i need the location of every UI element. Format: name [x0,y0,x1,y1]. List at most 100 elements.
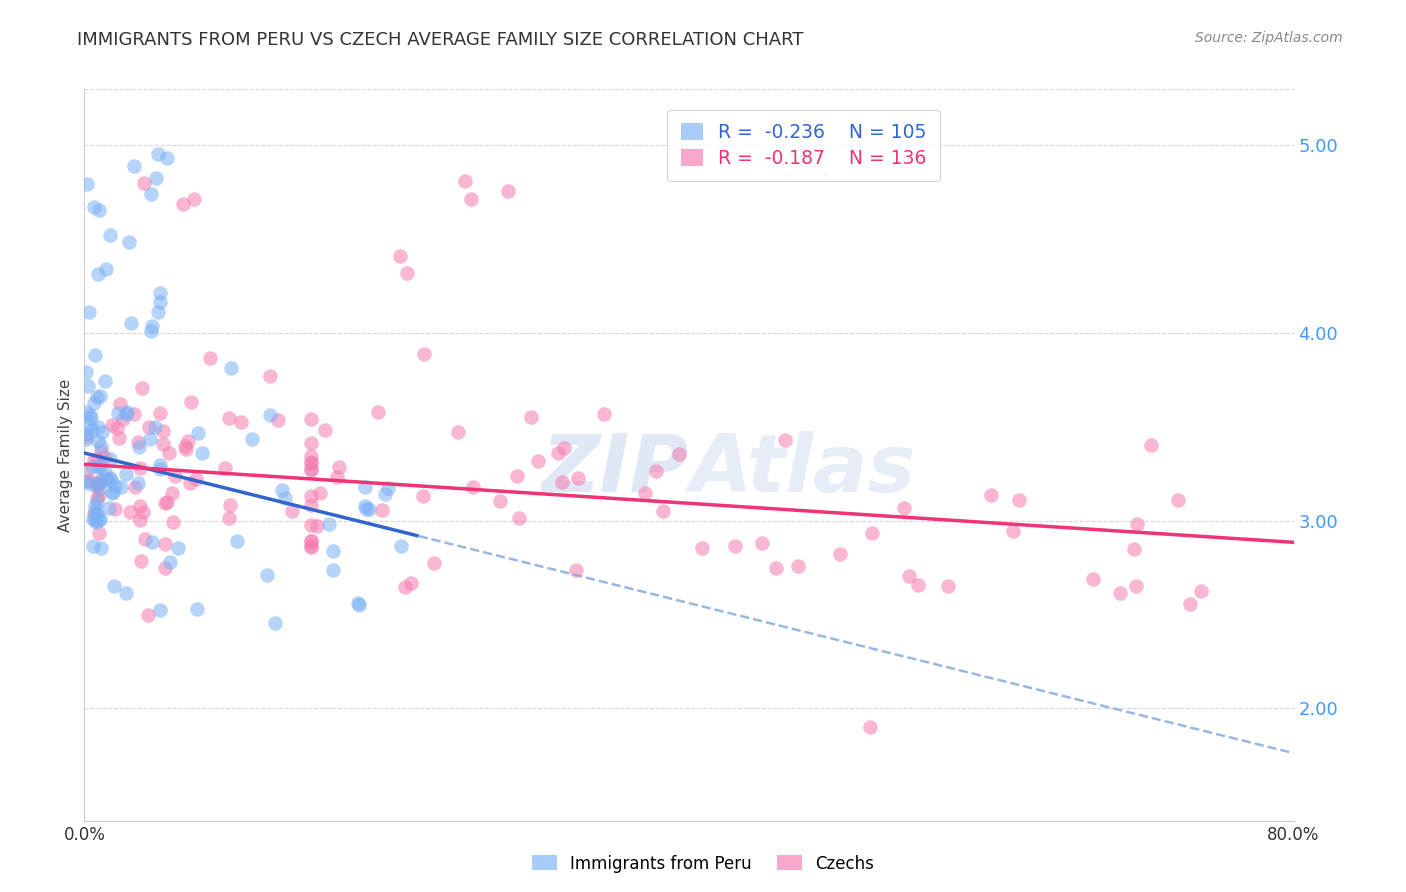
Immigrants from Peru [79,418,101,433]
Czechs [173,439,195,453]
Czechs [299,518,322,533]
Immigrants from Peru [347,599,370,613]
Czechs [860,525,883,540]
Immigrants from Peru [149,458,172,472]
Czechs [394,580,416,594]
Czechs [1125,579,1147,593]
Czechs [299,533,322,548]
Czechs [172,197,194,211]
Immigrants from Peru [83,200,105,214]
Immigrants from Peru [139,432,162,446]
Czechs [724,539,747,553]
Czechs [551,475,574,489]
Immigrants from Peru [322,563,344,577]
Czechs [108,432,131,446]
Czechs [218,510,240,524]
Immigrants from Peru [75,432,97,446]
Text: ZIP: ZIP [541,431,689,508]
Immigrants from Peru [186,601,208,615]
Czechs [83,453,105,467]
Czechs [652,504,675,518]
Immigrants from Peru [143,420,166,434]
Czechs [412,347,434,361]
Immigrants from Peru [97,501,120,516]
Immigrants from Peru [354,502,377,516]
Czechs [128,499,150,513]
Czechs [180,395,202,409]
Czechs [156,495,179,509]
Czechs [83,508,105,522]
Czechs [160,485,183,500]
Immigrants from Peru [94,465,117,479]
Czechs [553,442,575,456]
Czechs [644,464,666,478]
Immigrants from Peru [226,533,249,548]
Immigrants from Peru [91,425,114,440]
Czechs [565,563,588,577]
Immigrants from Peru [374,487,396,501]
Czechs [101,417,124,432]
Immigrants from Peru [84,513,107,527]
Immigrants from Peru [353,480,375,494]
Immigrants from Peru [83,396,105,410]
Immigrants from Peru [79,408,101,422]
Immigrants from Peru [318,516,340,531]
Immigrants from Peru [146,147,169,161]
Czechs [132,505,155,519]
Text: Source: ZipAtlas.com: Source: ZipAtlas.com [1195,31,1343,45]
Immigrants from Peru [80,423,103,437]
Immigrants from Peru [191,446,214,460]
Czechs [690,541,713,555]
Immigrants from Peru [271,483,294,497]
Czechs [86,479,108,493]
Czechs [765,561,787,575]
Text: IMMIGRANTS FROM PERU VS CZECH AVERAGE FAMILY SIZE CORRELATION CHART: IMMIGRANTS FROM PERU VS CZECH AVERAGE FA… [77,31,804,49]
Czechs [299,462,322,476]
Czechs [122,407,145,421]
Czechs [155,561,177,575]
Immigrants from Peru [75,365,97,379]
Czechs [89,525,111,540]
Immigrants from Peru [87,202,110,217]
Czechs [152,437,174,451]
Czechs [907,578,929,592]
Immigrants from Peru [122,159,145,173]
Czechs [299,498,322,512]
Czechs [460,192,482,206]
Immigrants from Peru [149,461,172,475]
Czechs [218,411,240,425]
Immigrants from Peru [90,473,112,487]
Immigrants from Peru [114,467,136,482]
Immigrants from Peru [98,227,121,242]
Czechs [157,446,180,460]
Immigrants from Peru [120,316,142,330]
Immigrants from Peru [79,477,101,491]
Immigrants from Peru [86,495,108,509]
Immigrants from Peru [187,425,209,440]
Czechs [163,468,186,483]
Immigrants from Peru [166,541,188,555]
Immigrants from Peru [80,460,103,475]
Immigrants from Peru [353,499,375,513]
Immigrants from Peru [104,479,127,493]
Immigrants from Peru [75,405,97,419]
Immigrants from Peru [347,596,370,610]
Czechs [1167,493,1189,508]
Immigrants from Peru [90,439,112,453]
Czechs [893,500,915,515]
Czechs [153,537,176,551]
Czechs [111,412,134,426]
Czechs [508,511,530,525]
Immigrants from Peru [149,294,172,309]
Immigrants from Peru [101,486,124,500]
Immigrants from Peru [145,170,167,185]
Czechs [309,485,332,500]
Czechs [446,425,468,440]
Czechs [152,425,174,439]
Czechs [219,498,242,512]
Czechs [367,404,389,418]
Czechs [131,554,153,568]
Immigrants from Peru [87,434,110,448]
Immigrants from Peru [96,473,118,487]
Czechs [1189,584,1212,599]
